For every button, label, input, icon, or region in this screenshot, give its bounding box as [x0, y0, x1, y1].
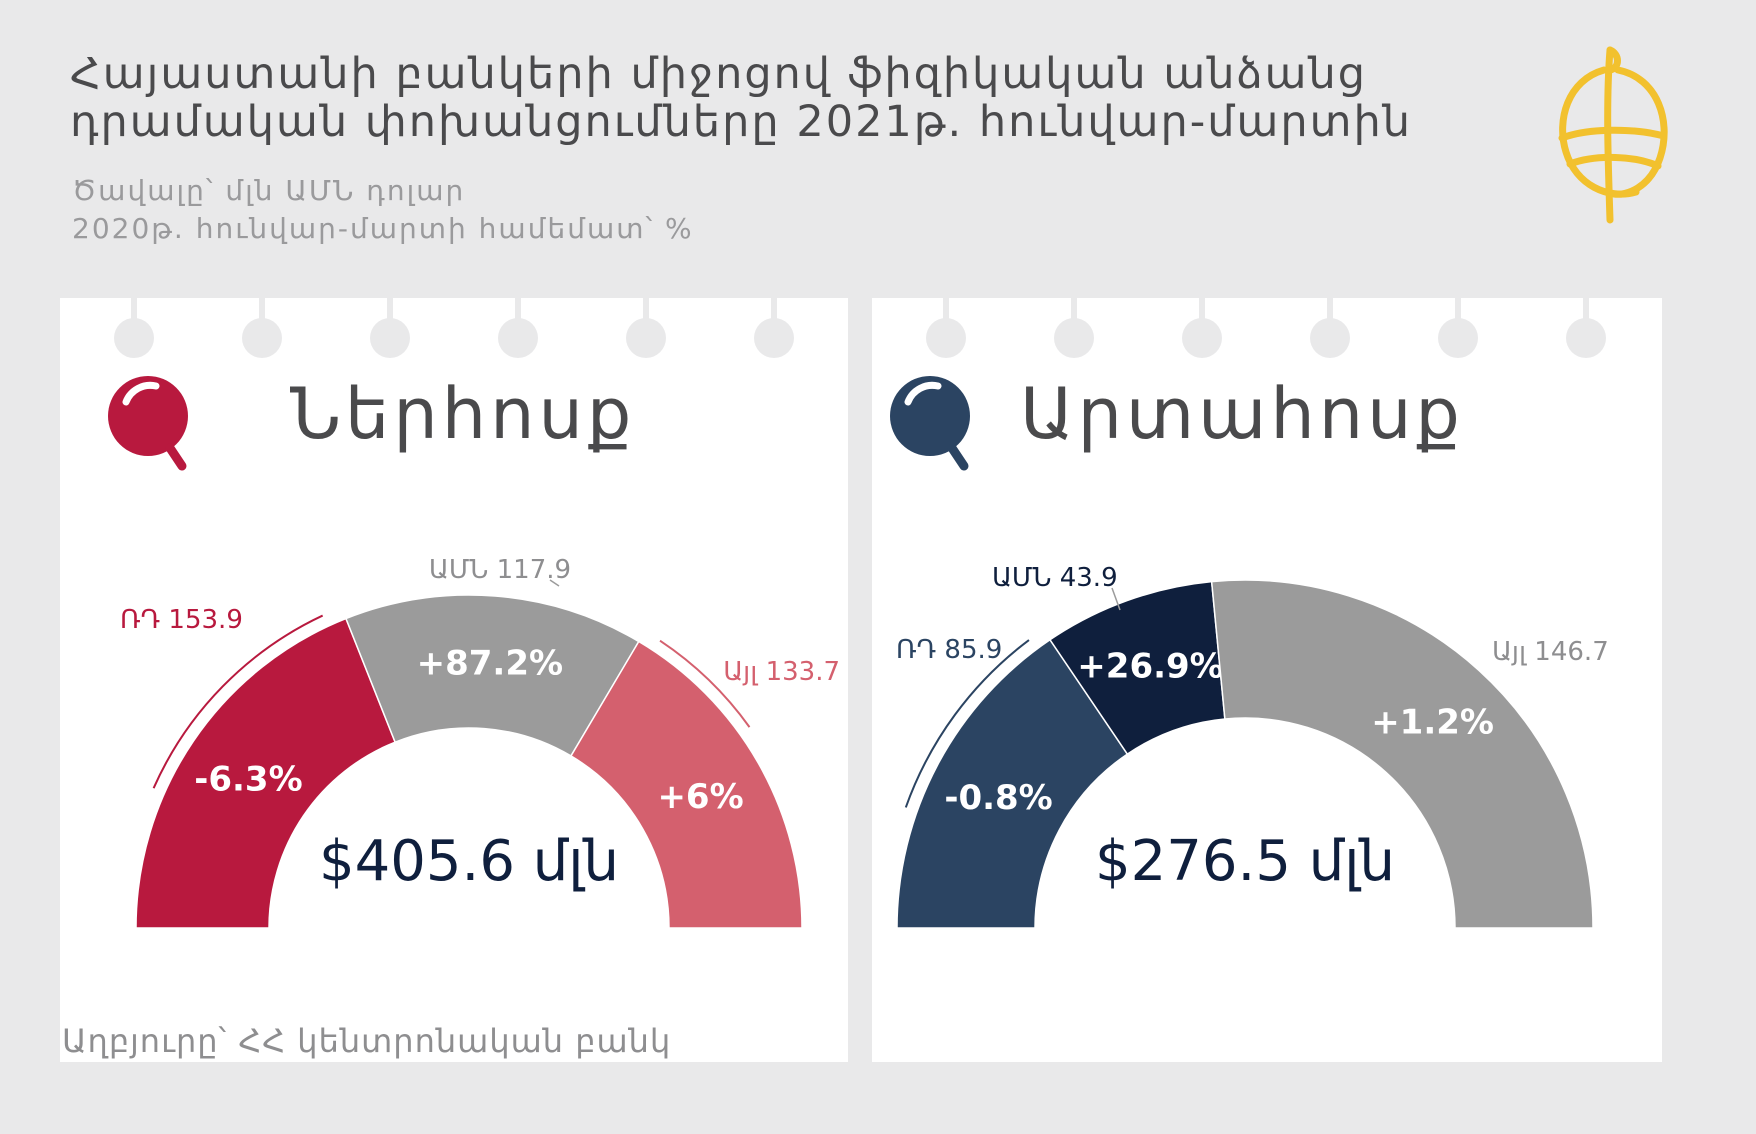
donut-slice [344, 594, 640, 757]
slice-change-label: +1.2% [1371, 702, 1494, 742]
binder-holes [114, 298, 794, 358]
title-line-2: դրամական փոխանցումները 2021թ. հունվար-մա… [70, 97, 1412, 147]
binder-hole [242, 318, 282, 358]
chart-title: Հայաստանի բանկերի միջոցով ֆիզիկական անձա… [70, 49, 1412, 147]
label-bracket [659, 639, 751, 728]
binder-slot [131, 298, 137, 326]
subtitle-line-2: 2020թ. հունվար-մարտի համեմատ՝ % [72, 212, 694, 245]
magnifier-icon [108, 376, 188, 471]
binder-hole [626, 318, 666, 358]
binder-slot [643, 298, 649, 326]
donut-slice [1210, 579, 1594, 929]
slice-value-label: Այլ 146.7 [1492, 637, 1609, 667]
donut-slice [569, 640, 803, 929]
inflow-card: Ներհոսք -6.3% ՌԴ 153.9 +87.2% ԱՄՆ 117.9 +6% Այ… [60, 298, 848, 1062]
binder-hole [1438, 318, 1478, 358]
binder-slot [515, 298, 521, 326]
binder-hole [754, 318, 794, 358]
binder-slot [1583, 298, 1589, 326]
binder-hole [498, 318, 538, 358]
binder-hole [114, 318, 154, 358]
magnifier-handle [947, 443, 969, 471]
binder-holes [926, 298, 1606, 358]
binder-hole [1310, 318, 1350, 358]
binder-hole [370, 318, 410, 358]
slice-value-label: ՌԴ 85.9 [896, 635, 1002, 665]
outflow-chart: Արտահոսք -0.8% ՌԴ 85.9 +26.9% ԱՄՆ 43.9 +1.2% Ա… [890, 298, 1609, 929]
slice-value-label: Այլ 133.7 [723, 657, 840, 687]
binder-slot [387, 298, 393, 326]
label-bracket [904, 639, 1030, 808]
chart-subtitle: Ծավալը՝ մլն ԱՄՆ դոլար 2020թ. հունվար-մար… [72, 172, 694, 248]
binder-slot [1455, 298, 1461, 326]
donut-slice [135, 617, 397, 929]
binder-slot [1071, 298, 1077, 326]
panel-title: Արտահոսք [1020, 373, 1464, 455]
binder-slot [771, 298, 777, 326]
slice-change-label: +6% [657, 777, 743, 817]
outflow-card: Արտահոսք -0.8% ՌԴ 85.9 +26.9% ԱՄՆ 43.9 +1.2% Ա… [872, 298, 1662, 1062]
slice-change-label: +26.9% [1077, 646, 1223, 686]
subtitle-line-1: Ծավալը՝ մլն ԱՄՆ դոլար [72, 174, 466, 207]
slice-change-label: -6.3% [194, 759, 302, 799]
magnifier-shine [122, 381, 160, 406]
binder-slot [1327, 298, 1333, 326]
label-leader [1111, 587, 1121, 611]
binder-hole [1566, 318, 1606, 358]
magnifier-icon [890, 376, 970, 471]
total-value: $405.6 մլն [319, 829, 619, 894]
inflow-chart: Ներհոսք -6.3% ՌԴ 153.9 +87.2% ԱՄՆ 117.9 +6% Այ… [108, 298, 840, 929]
label-bracket [152, 614, 324, 789]
slice-value-label: ՌԴ 153.9 [120, 605, 243, 635]
source-note: Աղբյուրը՝ ՀՀ կենտրոնական բանկ [62, 1022, 672, 1060]
publisher-logo [1558, 46, 1668, 224]
binder-hole [1054, 318, 1094, 358]
binder-slot [259, 298, 265, 326]
magnifier-shine [904, 381, 942, 406]
binder-hole [926, 318, 966, 358]
panel-title: Ներհոսք [290, 373, 635, 455]
slice-change-label: -0.8% [944, 778, 1052, 818]
donut-slice [896, 638, 1129, 929]
binder-slot [1199, 298, 1205, 326]
total-value: $276.5 մլն [1095, 829, 1395, 894]
title-line-1: Հայաստանի բանկերի միջոցով ֆիզիկական անձա… [70, 49, 1368, 99]
label-leader [549, 579, 560, 587]
slice-change-label: +87.2% [417, 643, 563, 683]
magnifier-handle [165, 443, 187, 471]
binder-hole [1182, 318, 1222, 358]
slice-value-label: ԱՄՆ 117.9 [429, 555, 571, 585]
binder-slot [943, 298, 949, 326]
slice-value-label: ԱՄՆ 43.9 [992, 563, 1118, 593]
